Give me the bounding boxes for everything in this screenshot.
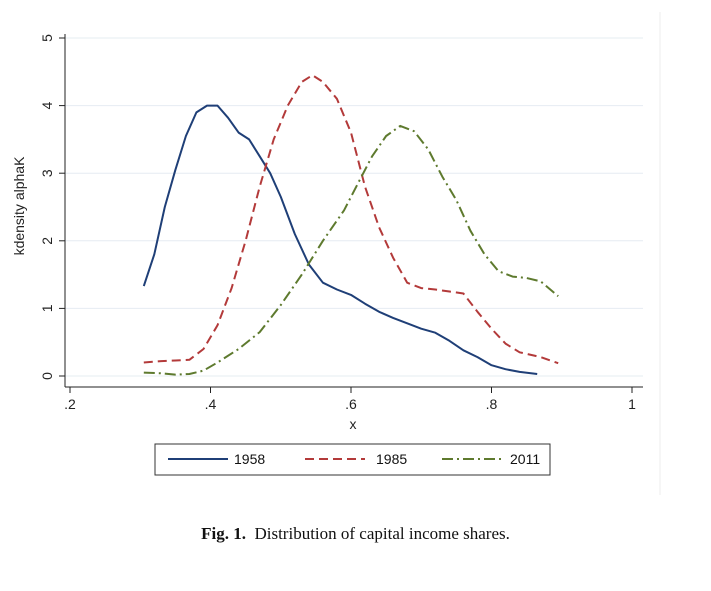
y-tick-label-2: 2 bbox=[39, 237, 55, 245]
axes: 0 1 2 3 4 5 .2 .4 .6 .8 1 bbox=[39, 34, 643, 412]
y-tick-label-3: 3 bbox=[39, 169, 55, 177]
legend-label-1985: 1985 bbox=[376, 451, 407, 467]
x-axis-title: x bbox=[350, 416, 357, 432]
y-tick-label-4: 4 bbox=[39, 101, 55, 109]
y-tick-label-1: 1 bbox=[39, 304, 55, 312]
series-line-1985 bbox=[143, 74, 559, 365]
y-tick-label-5: 5 bbox=[39, 34, 55, 42]
y-axis-title: kdensity alphaK bbox=[11, 156, 27, 256]
x-tick-label-4: 1 bbox=[628, 396, 636, 412]
x-tick-label-0: .2 bbox=[64, 396, 76, 412]
figure-caption-label: Fig. 1. bbox=[201, 524, 246, 543]
legend-label-2011: 2011 bbox=[510, 451, 540, 467]
series-line-2011 bbox=[143, 124, 559, 376]
series-lines bbox=[142, 74, 559, 376]
x-tick-label-1: .4 bbox=[205, 396, 217, 412]
series-line-1958 bbox=[142, 104, 538, 375]
x-tick-label-3: .8 bbox=[486, 396, 498, 412]
legend: 1958 1985 2011 bbox=[154, 443, 551, 476]
figure-caption-text: Distribution of capital income shares. bbox=[254, 524, 510, 543]
legend-label-1958: 1958 bbox=[234, 451, 265, 467]
grid-lines bbox=[65, 37, 643, 377]
figure-caption: Fig. 1. Distribution of capital income s… bbox=[0, 524, 711, 544]
y-tick-label-0: 0 bbox=[39, 372, 55, 380]
x-tick-label-2: .6 bbox=[345, 396, 357, 412]
